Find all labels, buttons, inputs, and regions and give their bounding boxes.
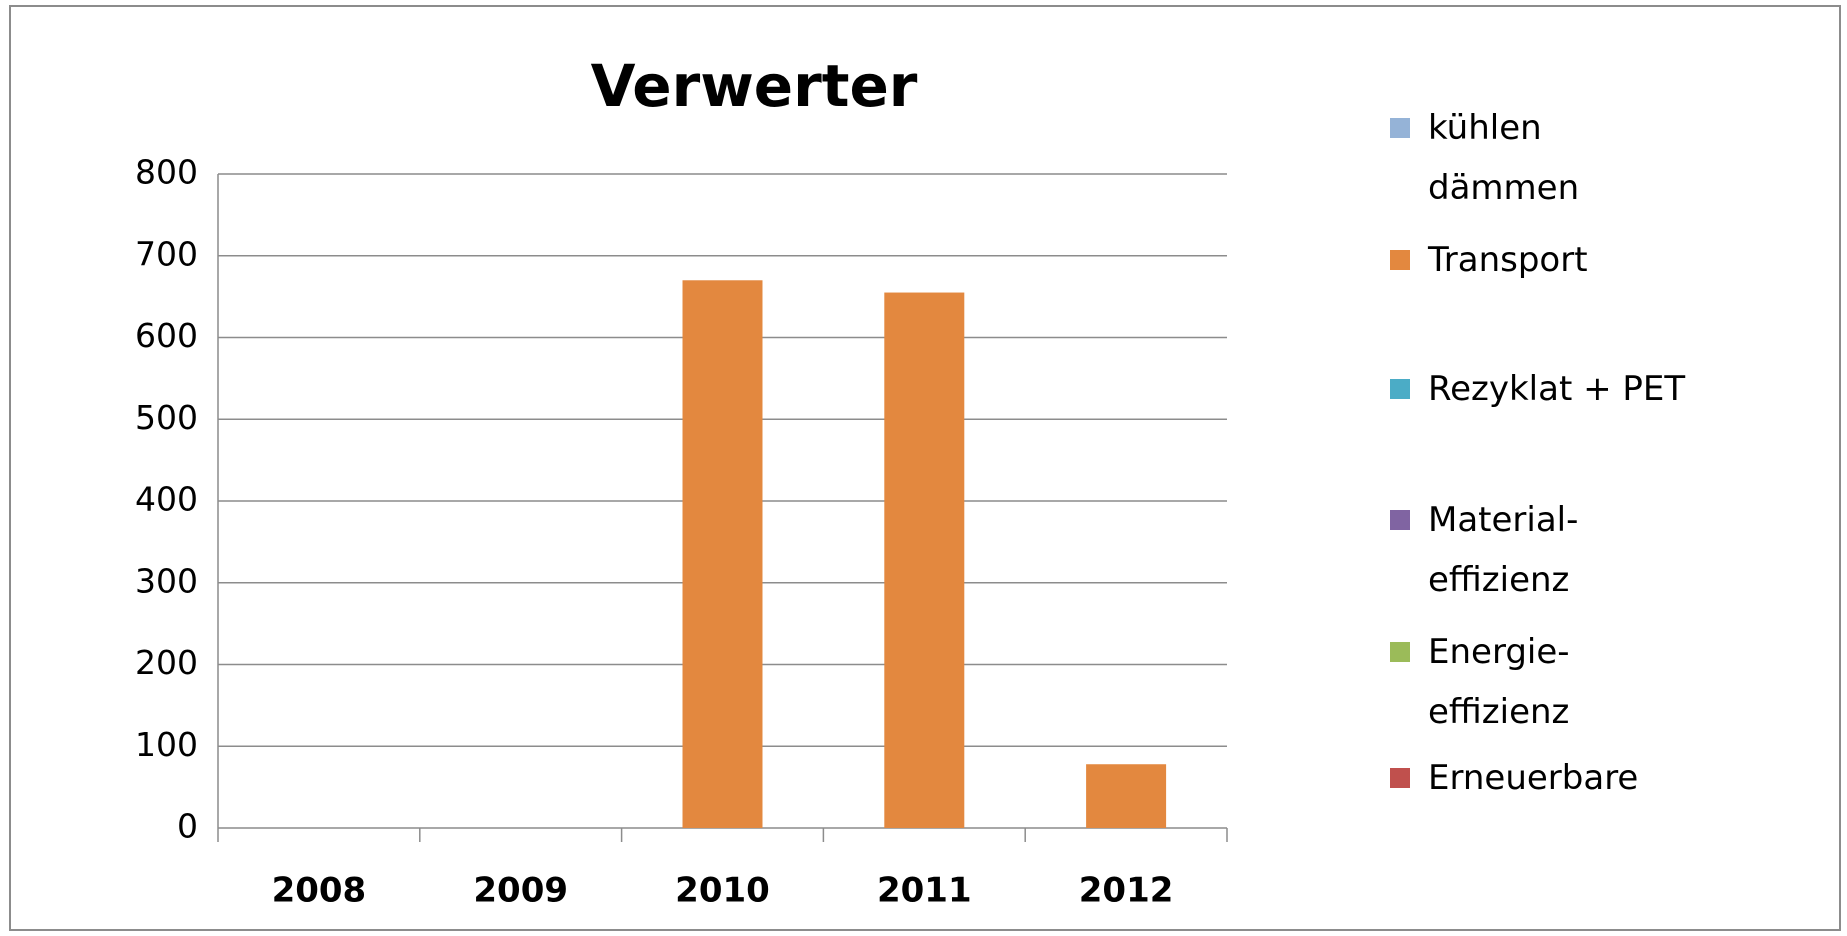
chart-title: Verwerter xyxy=(591,52,918,120)
legend-label: kühlen dämmen xyxy=(1428,108,1580,208)
y-tick-label: 600 xyxy=(135,316,198,355)
legend-item: Erneuerbare xyxy=(1390,748,1639,808)
x-tick-label: 2010 xyxy=(675,871,770,911)
y-tick-label: 500 xyxy=(135,398,198,437)
bar xyxy=(1086,764,1167,828)
bar xyxy=(682,280,763,828)
legend-swatch xyxy=(1390,118,1410,138)
y-tick-label: 700 xyxy=(135,234,198,273)
x-tick-label: 2012 xyxy=(1079,871,1174,911)
legend-label: Energie-effizienz xyxy=(1428,632,1570,732)
x-tick-label: 2011 xyxy=(877,871,972,911)
legend-item: Energie-effizienz xyxy=(1390,622,1618,742)
y-tick-label: 100 xyxy=(135,725,198,764)
legend-swatch xyxy=(1390,250,1410,270)
legend-label: Transport xyxy=(1428,240,1588,280)
legend-swatch xyxy=(1390,768,1410,788)
y-tick-label: 0 xyxy=(177,807,198,846)
legend-swatch xyxy=(1390,642,1410,662)
legend-item: Material-effizienz xyxy=(1390,490,1618,610)
legend-label: Rezyklat + PET xyxy=(1428,369,1686,409)
y-tick-label: 300 xyxy=(135,561,198,600)
bar xyxy=(884,292,965,829)
legend-item: kühlen dämmen xyxy=(1390,98,1618,218)
y-tick-label: 400 xyxy=(135,480,198,519)
legend-item: Rezyklat + PET xyxy=(1390,359,1686,419)
y-tick-label: 200 xyxy=(135,643,198,682)
legend-swatch xyxy=(1390,510,1410,530)
legend-item: Transport xyxy=(1390,230,1618,290)
y-tick-label: 800 xyxy=(135,153,198,192)
x-tick-label: 2008 xyxy=(272,871,367,911)
legend-label: Material-effizienz xyxy=(1428,500,1579,600)
legend-swatch xyxy=(1390,379,1410,399)
legend-label: Erneuerbare xyxy=(1428,758,1639,798)
x-tick-label: 2009 xyxy=(473,871,568,911)
